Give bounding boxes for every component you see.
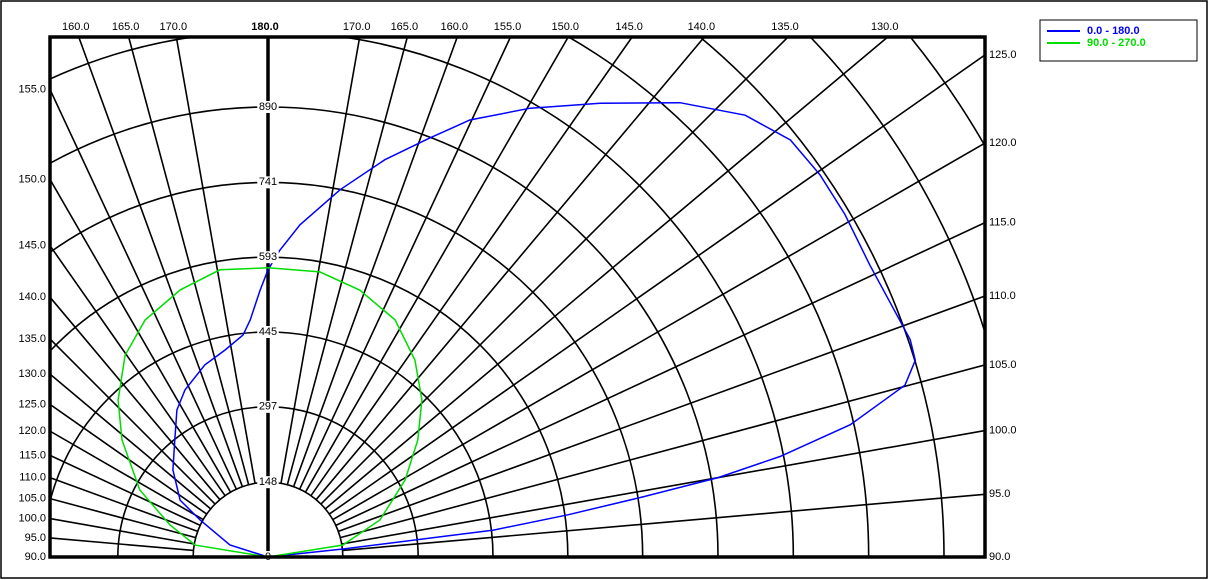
angle-label: 130.0 — [18, 368, 46, 380]
radial-line — [50, 497, 196, 539]
grid-circle — [698, 37, 945, 557]
radial-line — [335, 221, 985, 527]
angle-label: 145.0 — [18, 240, 46, 252]
radial-line — [286, 37, 409, 485]
radial-line — [324, 37, 889, 510]
radial-line — [50, 179, 232, 493]
angle-label: 150.0 — [551, 21, 579, 33]
angle-label: 120.0 — [18, 425, 46, 437]
radial-line — [50, 454, 201, 527]
angle-label: 110.0 — [19, 472, 46, 484]
angle-label: 150.0 — [18, 173, 46, 185]
radial-line — [50, 245, 226, 497]
grid-circle — [50, 37, 795, 557]
angle-label: 125.0 — [18, 398, 46, 410]
angle-label: 130.0 — [871, 21, 899, 33]
grid — [50, 37, 985, 557]
grid-circle — [567, 37, 870, 557]
radial-line — [50, 537, 194, 552]
r-tick-label: 890 — [259, 101, 277, 113]
angle-label: 125.0 — [989, 49, 1017, 61]
grid-circle — [809, 37, 985, 336]
radial-line — [340, 364, 985, 539]
angle-label: 100.0 — [989, 424, 1017, 436]
angle-label: 170.0 — [160, 21, 188, 33]
legend-items: 0.0 - 180.090.0 - 270.0 — [1047, 25, 1146, 49]
angle-label: 115.0 — [989, 217, 1016, 229]
angle-label: 170.0 — [343, 21, 371, 33]
radial-line — [175, 37, 256, 484]
radial-line — [320, 37, 789, 505]
series-line — [172, 101, 917, 557]
radial-line — [77, 37, 244, 487]
grid-circle — [50, 181, 644, 557]
r-tick-bg — [257, 101, 279, 113]
radial-line — [50, 296, 221, 501]
angle-label: 90.0 — [989, 551, 1010, 563]
angle-label: 165.0 — [112, 21, 140, 33]
radial-line — [332, 142, 985, 521]
angle-label: 100.0 — [18, 512, 46, 524]
radial-line — [50, 517, 195, 545]
plot-border — [48, 35, 987, 559]
angle-label: 145.0 — [615, 21, 643, 33]
r-tick-bg — [257, 476, 279, 489]
radial-line — [50, 430, 204, 521]
radial-line — [315, 37, 705, 501]
angle-label: 135.0 — [18, 333, 46, 345]
angle-label: 140.0 — [688, 21, 716, 33]
labels: 90.0 95.0 100.0 105.0 110.0 115.0 120.0 125.0 13… — [18, 21, 1017, 563]
series-line — [117, 267, 423, 557]
angle-label: 120.0 — [989, 137, 1017, 149]
radial-line — [341, 429, 985, 545]
r-tick-label: 445 — [259, 326, 277, 338]
angle-label: 140.0 — [18, 291, 46, 303]
radial-line — [280, 37, 361, 484]
radial-line — [298, 37, 512, 490]
radial-line — [292, 37, 459, 487]
legend-label: 0.0 - 180.0 — [1087, 25, 1140, 37]
angle-label: 105.0 — [989, 359, 1017, 371]
angle-label: 115.0 — [19, 449, 46, 461]
r-tick-label: 297 — [259, 401, 277, 413]
legend-label: 90.0 - 270.0 — [1087, 37, 1146, 49]
angle-label: 95.0 — [989, 488, 1010, 500]
angle-label: 90.0 — [25, 551, 46, 563]
radial-line — [304, 37, 569, 493]
angle-label: 155.0 — [18, 83, 46, 95]
angle-label: 165.0 — [391, 21, 419, 33]
angle-label: 110.0 — [989, 290, 1016, 302]
angle-label: 155.0 — [494, 21, 522, 33]
radial-line — [342, 493, 985, 552]
angle-label: 95.0 — [25, 532, 46, 544]
radial-line — [127, 37, 250, 485]
radial-line — [50, 476, 198, 533]
r-tick-bg — [257, 176, 279, 189]
legend — [1039, 19, 1198, 62]
r-tick-bg — [257, 326, 279, 338]
radial-line — [50, 338, 216, 505]
r-tick-label: 741 — [259, 176, 277, 188]
angle-label: 180.0 — [251, 21, 279, 33]
angle-label: 105.0 — [18, 492, 46, 504]
r-tick-label: 593 — [259, 251, 277, 263]
angle-label: 160.0 — [62, 21, 90, 33]
r-tick-bg — [257, 400, 279, 413]
radial-line — [50, 373, 212, 510]
curves — [117, 101, 917, 557]
angle-label: 135.0 — [771, 21, 799, 33]
angle-label: 160.0 — [440, 21, 468, 33]
radial-line — [338, 295, 985, 533]
grid-circle — [50, 106, 719, 557]
radial-line — [328, 54, 985, 515]
radial-line — [50, 89, 238, 490]
r-tick-bg — [257, 251, 279, 264]
r-tick-label: 148 — [259, 476, 277, 488]
radial-line — [310, 37, 633, 497]
